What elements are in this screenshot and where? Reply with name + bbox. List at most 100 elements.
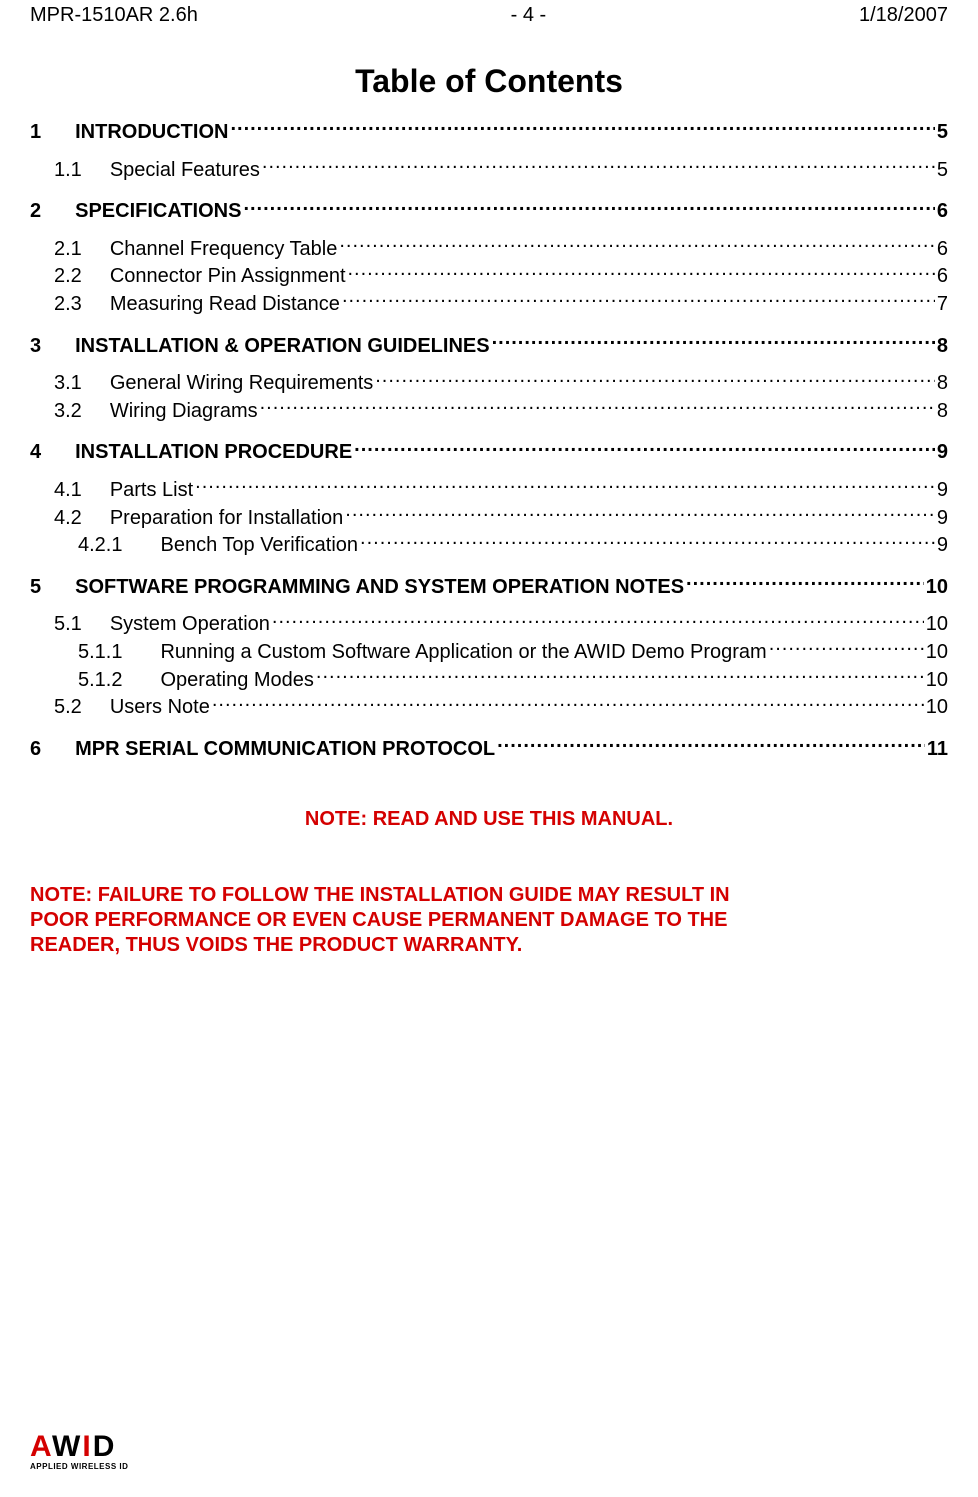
toc-page: 8 — [937, 371, 948, 397]
toc-entry: 3.1 General Wiring Requirements 8 — [30, 369, 948, 397]
toc-leader — [345, 504, 935, 524]
toc-leader — [360, 531, 935, 551]
toc-page: 10 — [926, 575, 948, 601]
page-root: MPR-1510AR 2.6h - 4 - 1/18/2007 Table of… — [0, 0, 978, 1497]
toc-page: 10 — [926, 640, 948, 666]
toc-num: 5.1 — [54, 612, 82, 638]
toc-label: SPECIFICATIONS — [75, 199, 241, 225]
toc-num: 2 — [30, 199, 41, 225]
toc-page: 5 — [937, 158, 948, 184]
toc-page: 10 — [926, 612, 948, 638]
toc-page: 9 — [937, 478, 948, 504]
toc-num: 3.1 — [54, 371, 82, 397]
toc-num: 1 — [30, 120, 41, 146]
footer-logo: AWID APPLIED WIRELESS ID — [30, 1433, 128, 1471]
toc-page: 10 — [926, 668, 948, 694]
toc-entry: 5.1 System Operation 10 — [30, 610, 948, 638]
toc-entry: 2.2 Connector Pin Assignment 6 — [30, 262, 948, 290]
toc-entry: 3.2 Wiring Diagrams 8 — [30, 397, 948, 425]
toc-page: 11 — [927, 737, 948, 763]
page-header: MPR-1510AR 2.6h - 4 - 1/18/2007 — [30, 0, 948, 27]
warning-line: POOR PERFORMANCE OR EVEN CAUSE PERMANENT… — [30, 908, 948, 933]
toc-label: Measuring Read Distance — [110, 292, 340, 318]
table-of-contents: 1 INTRODUCTION 5 1.1 Special Features 5 … — [30, 118, 948, 762]
toc-leader — [212, 693, 924, 713]
toc-entry: 6 MPR SERIAL COMMUNICATION PROTOCOL 11 — [30, 735, 948, 763]
toc-label: General Wiring Requirements — [110, 371, 373, 397]
toc-entry: 5 SOFTWARE PROGRAMMING AND SYSTEM OPERAT… — [30, 573, 948, 601]
toc-leader — [195, 476, 935, 496]
toc-num: 2.3 — [54, 292, 82, 318]
toc-label: Bench Top Verification — [160, 533, 358, 559]
toc-num: 5.2 — [54, 695, 82, 721]
toc-num: 4.2 — [54, 506, 82, 532]
toc-leader — [348, 262, 935, 282]
toc-leader — [354, 438, 935, 458]
toc-label: SOFTWARE PROGRAMMING AND SYSTEM OPERATIO… — [75, 575, 684, 601]
toc-label: Wiring Diagrams — [110, 399, 258, 425]
toc-label: Running a Custom Software Application or… — [160, 640, 766, 666]
toc-label: System Operation — [110, 612, 270, 638]
toc-entry: 4.2.1 Bench Top Verification 9 — [30, 531, 948, 559]
toc-num: 6 — [30, 737, 41, 763]
toc-page: 8 — [937, 334, 948, 360]
toc-num: 4.2.1 — [78, 533, 122, 559]
warning-line: NOTE: FAILURE TO FOLLOW THE INSTALLATION… — [30, 883, 948, 908]
toc-entry: 2 SPECIFICATIONS 6 — [30, 197, 948, 225]
toc-entry: 3 INSTALLATION & OPERATION GUIDELINES 8 — [30, 332, 948, 360]
toc-label: Parts List — [110, 478, 193, 504]
toc-entry: 1 INTRODUCTION 5 — [30, 118, 948, 146]
toc-num: 3.2 — [54, 399, 82, 425]
toc-num: 3 — [30, 334, 41, 360]
toc-page: 9 — [937, 440, 948, 466]
toc-page: 7 — [937, 292, 948, 318]
toc-page: 5 — [937, 120, 948, 146]
toc-num: 4 — [30, 440, 41, 466]
toc-entry: 1.1 Special Features 5 — [30, 156, 948, 184]
toc-label: INSTALLATION PROCEDURE — [75, 440, 352, 466]
toc-leader — [316, 666, 924, 686]
toc-num: 2.2 — [54, 264, 82, 290]
toc-entry: 4 INSTALLATION PROCEDURE 9 — [30, 438, 948, 466]
toc-leader — [339, 235, 935, 255]
toc-entry: 4.1 Parts List 9 — [30, 476, 948, 504]
toc-leader — [262, 156, 935, 176]
toc-entry: 5.1.1 Running a Custom Software Applicat… — [30, 638, 948, 666]
header-center: - 4 - — [511, 4, 547, 27]
toc-page: 10 — [926, 695, 948, 721]
toc-leader — [272, 610, 924, 630]
toc-label: MPR SERIAL COMMUNICATION PROTOCOL — [75, 737, 495, 763]
logo-subtitle: APPLIED WIRELESS ID — [30, 1462, 128, 1471]
toc-entry: 4.2 Preparation for Installation 9 — [30, 504, 948, 532]
logo-icon: AWID — [30, 1433, 128, 1460]
toc-leader — [243, 197, 934, 217]
toc-page: 6 — [937, 199, 948, 225]
toc-num: 5 — [30, 575, 41, 601]
header-left: MPR-1510AR 2.6h — [30, 4, 198, 27]
toc-entry: 2.3 Measuring Read Distance 7 — [30, 290, 948, 318]
toc-leader — [769, 638, 924, 658]
toc-page: 9 — [937, 506, 948, 532]
toc-page: 9 — [937, 533, 948, 559]
toc-label: Users Note — [110, 695, 210, 721]
toc-leader — [230, 118, 934, 138]
page-title: Table of Contents — [30, 63, 948, 100]
toc-num: 5.1.1 — [78, 640, 122, 666]
toc-leader — [686, 573, 924, 593]
toc-entry: 2.1 Channel Frequency Table 6 — [30, 235, 948, 263]
toc-page: 6 — [937, 264, 948, 290]
note-read-manual: NOTE: READ AND USE THIS MANUAL. — [30, 808, 948, 831]
toc-label: Channel Frequency Table — [110, 237, 338, 263]
toc-label: INTRODUCTION — [75, 120, 228, 146]
toc-page: 8 — [937, 399, 948, 425]
toc-num: 4.1 — [54, 478, 82, 504]
toc-label: Special Features — [110, 158, 260, 184]
toc-leader — [375, 369, 935, 389]
warning-line: READER, THUS VOIDS THE PRODUCT WARRANTY. — [30, 933, 948, 958]
toc-num: 1.1 — [54, 158, 82, 184]
header-right: 1/18/2007 — [859, 4, 948, 27]
toc-entry: 5.2 Users Note 10 — [30, 693, 948, 721]
toc-entry: 5.1.2 Operating Modes 10 — [30, 666, 948, 694]
toc-label: Operating Modes — [160, 668, 313, 694]
toc-num: 2.1 — [54, 237, 82, 263]
